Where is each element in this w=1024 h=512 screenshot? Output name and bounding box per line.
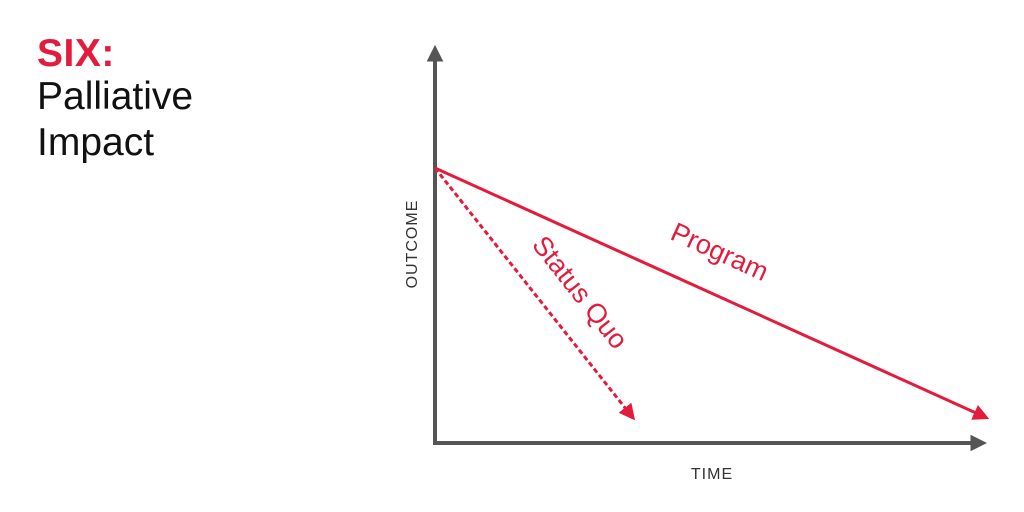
status-quo-line — [433, 167, 636, 421]
heading-number: SIX: — [37, 32, 115, 75]
program-line — [434, 166, 990, 420]
status-quo-label: Status Quo — [526, 230, 633, 355]
heading-line-1: Palliative — [37, 75, 194, 118]
y-axis-label: OUTCOME — [404, 200, 421, 289]
program-label: Program — [666, 217, 773, 287]
slide-heading: SIX: Palliative Impact — [37, 34, 357, 166]
x-axis-label: TIME — [691, 466, 733, 483]
heading-line-2: Impact — [37, 121, 155, 164]
